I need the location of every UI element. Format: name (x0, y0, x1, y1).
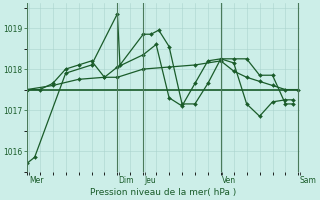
X-axis label: Pression niveau de la mer( hPa ): Pression niveau de la mer( hPa ) (90, 188, 236, 197)
